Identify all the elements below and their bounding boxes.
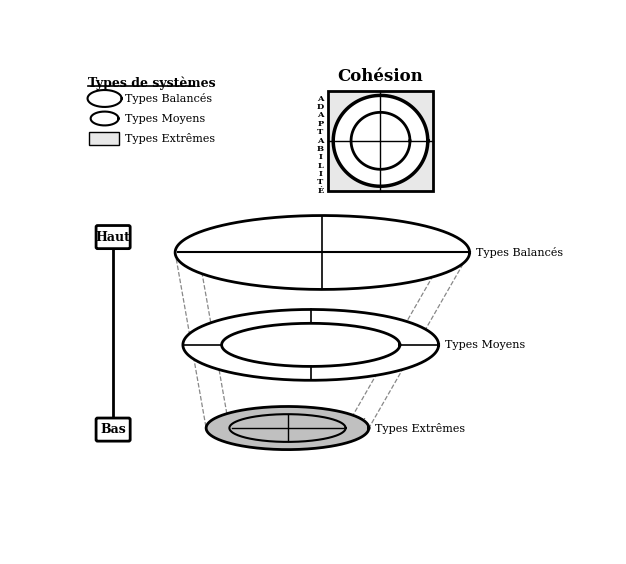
FancyBboxPatch shape (96, 226, 130, 249)
Text: Types Extrêmes: Types Extrêmes (125, 133, 215, 144)
Polygon shape (91, 112, 118, 125)
Text: Chaotique enchevêtré: Chaotique enchevêtré (272, 418, 366, 426)
Text: Haut: Haut (96, 231, 131, 244)
Text: Types Moyens: Types Moyens (125, 113, 205, 124)
Text: D: D (317, 103, 324, 111)
Bar (328, 91, 433, 191)
Polygon shape (88, 90, 121, 107)
Text: Types Balancés: Types Balancés (476, 247, 563, 258)
Text: Flexible Relié: Flexible Relié (327, 237, 403, 248)
Text: I: I (319, 153, 322, 161)
Text: A: A (317, 136, 324, 144)
Text: Flexible Séparé: Flexible Séparé (240, 237, 327, 248)
Text: A: A (317, 112, 324, 120)
FancyBboxPatch shape (96, 418, 130, 441)
Text: Structuré Séparé: Structuré Séparé (235, 258, 332, 270)
Polygon shape (222, 323, 400, 367)
Text: Chaotique désengagé: Chaotique désengagé (220, 418, 312, 426)
Text: É: É (317, 187, 324, 195)
Text: Types Extrêmes: Types Extrêmes (375, 422, 465, 434)
Text: Rigide enchevêtré: Rigide enchevêtré (280, 430, 357, 438)
Text: Cohésion: Cohésion (337, 68, 423, 85)
Polygon shape (206, 407, 369, 450)
Text: T: T (317, 128, 324, 136)
Text: L: L (317, 161, 324, 170)
Text: B: B (317, 145, 324, 153)
Polygon shape (333, 95, 428, 186)
Polygon shape (351, 112, 410, 169)
Text: I: I (319, 170, 322, 178)
Polygon shape (229, 414, 346, 442)
Text: P: P (317, 120, 324, 128)
Text: Types de systèmes: Types de systèmes (88, 77, 216, 90)
Text: Types Moyens: Types Moyens (445, 340, 525, 350)
Bar (89, 131, 118, 146)
Text: T: T (317, 178, 324, 186)
Polygon shape (175, 215, 470, 289)
Text: A: A (317, 95, 324, 103)
Text: Types Balancés: Types Balancés (125, 93, 212, 104)
Text: Rigide désengagé: Rigide désengagé (228, 430, 304, 438)
Text: Structuré Relié: Structuré Relié (322, 259, 408, 269)
Text: Bas: Bas (100, 423, 126, 436)
Polygon shape (183, 310, 439, 380)
